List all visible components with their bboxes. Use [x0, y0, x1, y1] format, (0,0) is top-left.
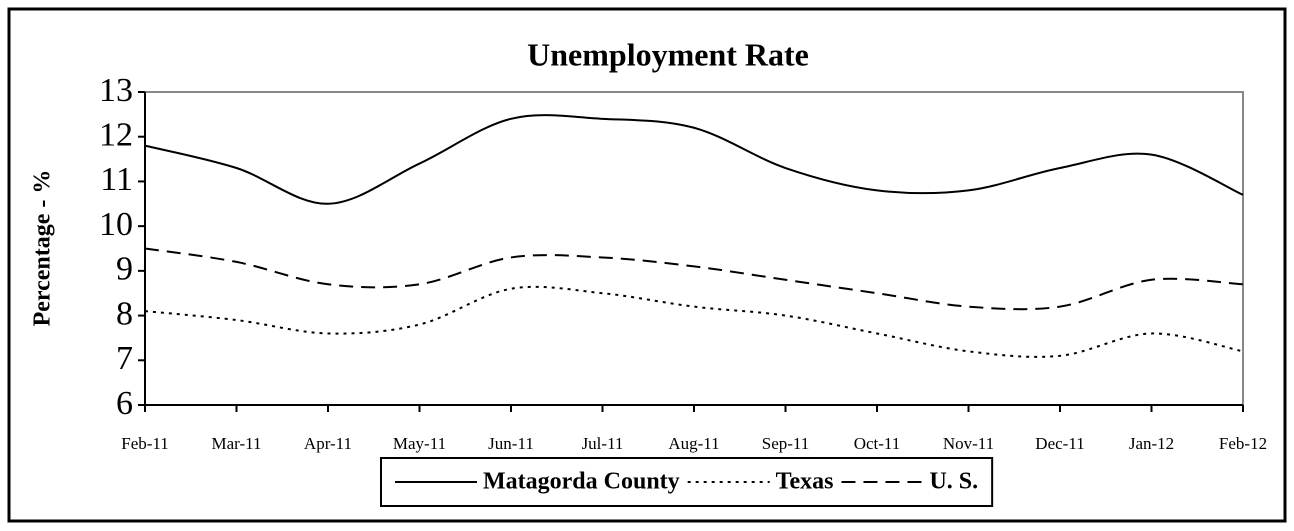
x-tick-label: Apr-11: [304, 434, 352, 453]
x-tick-label: Feb-12: [1219, 434, 1267, 453]
x-tick-label: Feb-11: [121, 434, 169, 453]
x-tick-label: Aug-11: [668, 434, 719, 453]
chart-frame: [7, 7, 1287, 523]
plot-area: [144, 91, 1244, 406]
y-tick-label: 12: [99, 117, 133, 154]
x-tick-label: Dec-11: [1035, 434, 1084, 453]
x-tick-label: May-11: [393, 434, 446, 453]
line-series: [144, 247, 1244, 311]
x-tick-label: Jan-12: [1129, 434, 1174, 453]
legend-label: U. S.: [929, 469, 978, 495]
y-axis-label: Percentage - %: [30, 170, 56, 327]
line-series: [144, 114, 1244, 205]
chart-title: Unemployment Rate: [527, 36, 809, 72]
legend-label: Matagorda County: [483, 469, 680, 495]
line-series: [144, 285, 1244, 358]
y-tick-label: 10: [99, 206, 133, 243]
x-tick-label: Mar-11: [211, 434, 261, 453]
legend: Matagorda County Texas U. S.: [380, 457, 994, 507]
x-tick-label: Oct-11: [854, 434, 901, 453]
y-tick-label: 13: [99, 72, 133, 109]
y-tick-label: 11: [100, 161, 133, 198]
x-tick-label: Sep-11: [762, 434, 810, 453]
x-tick-label: Jul-11: [582, 434, 624, 453]
legend-label: Texas: [776, 469, 834, 495]
y-tick-label: 6: [116, 385, 133, 422]
y-tick-label: 8: [116, 295, 133, 332]
y-tick-label: 9: [116, 251, 133, 288]
y-tick-label: 7: [116, 340, 133, 377]
x-tick-label: Jun-11: [488, 434, 534, 453]
x-tick-label: Nov-11: [943, 434, 994, 453]
